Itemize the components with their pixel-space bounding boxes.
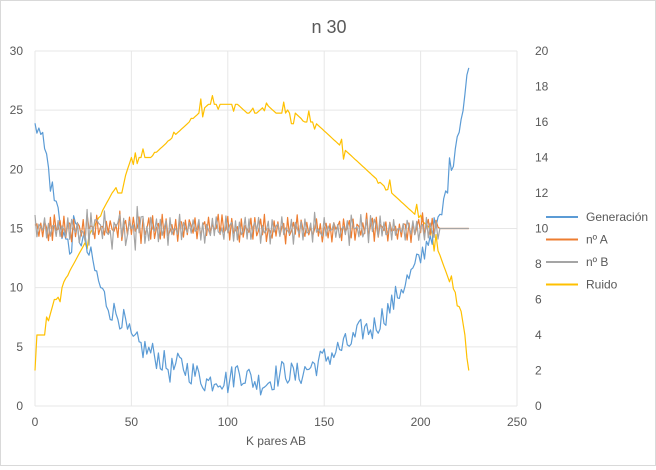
x-tick-label: 250: [507, 415, 527, 429]
chart-title: n 30: [311, 17, 346, 37]
series-line-2: [34, 205, 469, 251]
y2-tick-label: 10: [535, 222, 549, 236]
y-tick-label: 5: [16, 340, 23, 354]
y-tick-label: 25: [10, 103, 24, 117]
legend-label-3: Ruido: [586, 278, 618, 292]
series-line-3: [34, 94, 470, 371]
legend-label-2: nº B: [586, 255, 608, 269]
x-tick-label: 0: [32, 415, 39, 429]
y2-tick-label: 16: [535, 115, 549, 129]
y2-tick-label: 14: [535, 151, 549, 165]
legend-label-1: nº A: [586, 233, 608, 247]
y-tick-label: 30: [10, 44, 24, 58]
x-tick-label: 200: [411, 415, 431, 429]
series-line-0: [34, 67, 470, 396]
series-layer: [34, 67, 470, 396]
y2-tick-label: 12: [535, 186, 549, 200]
y-tick-label: 0: [16, 399, 23, 413]
legend-label-0: Generación: [586, 210, 648, 224]
grid-lines: [34, 50, 518, 407]
y2-tick-label: 2: [535, 364, 542, 378]
y-tick-label: 10: [10, 281, 24, 295]
y2-tick-label: 20: [535, 44, 549, 58]
x-tick-label: 150: [314, 415, 334, 429]
y-tick-label: 20: [10, 162, 24, 176]
y2-tick-label: 4: [535, 328, 542, 342]
x-axis-title: K pares AB: [246, 434, 306, 448]
y2-tick-label: 6: [535, 293, 542, 307]
x-tick-label: 50: [125, 415, 139, 429]
y2-tick-label: 8: [535, 257, 542, 271]
x-tick-label: 100: [218, 415, 238, 429]
legend: Generación nº A nº B Ruido: [546, 210, 648, 292]
y2-tick-label: 18: [535, 80, 549, 94]
y-tick-label: 15: [10, 222, 24, 236]
y2-tick-label: 0: [535, 399, 542, 413]
